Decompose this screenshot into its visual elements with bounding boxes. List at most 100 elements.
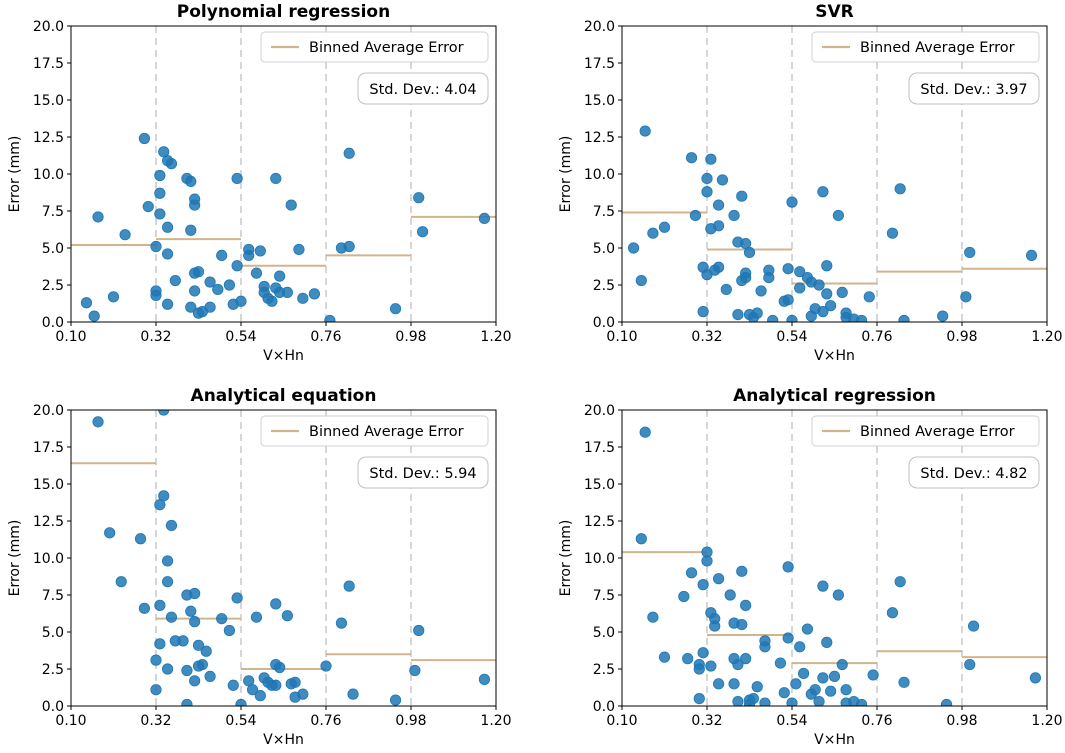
scatter-point bbox=[817, 186, 829, 198]
y-tick-label: 17.5 bbox=[584, 440, 615, 456]
scatter-point bbox=[658, 651, 671, 663]
scatter-points bbox=[92, 410, 491, 706]
y-tick-label: 5.0 bbox=[42, 241, 64, 257]
scatter-point bbox=[836, 658, 848, 671]
x-tick-label: 0.54 bbox=[225, 329, 256, 345]
legend-label: Binned Average Error bbox=[309, 40, 464, 56]
panel-polynomial-regression: 0.10 0.32 0.54 0.76 0.98 1.20 0.0 2.5 5.0 7.5 10.0… bbox=[7, 2, 512, 364]
std-dev-box bbox=[908, 456, 1040, 489]
scatter-point bbox=[639, 426, 651, 438]
scatter-point bbox=[886, 607, 899, 619]
scatter-point bbox=[254, 690, 266, 702]
y-tick-label: 17.5 bbox=[33, 440, 64, 456]
scatter-point bbox=[80, 297, 93, 309]
x-tick-label: 0.98 bbox=[395, 329, 426, 345]
scatter-point bbox=[107, 291, 120, 303]
y-tick-label: 10.0 bbox=[33, 551, 64, 567]
scatter-point bbox=[185, 175, 197, 187]
std-dev-label: Std. Dev.: 5.94 bbox=[369, 466, 476, 482]
legend-label: Binned Average Error bbox=[860, 40, 1015, 56]
scatter-point bbox=[740, 271, 752, 284]
scatter-point bbox=[855, 698, 868, 706]
scatter-point bbox=[185, 301, 197, 313]
scatter-point bbox=[960, 291, 972, 303]
y-tick-label: 15.0 bbox=[33, 93, 64, 109]
scatter-point bbox=[797, 667, 810, 680]
scatter-point bbox=[92, 211, 104, 223]
scatter-point bbox=[409, 664, 421, 677]
scatter-point bbox=[88, 310, 100, 322]
scatter-point bbox=[709, 620, 721, 632]
scatter-point bbox=[165, 519, 178, 532]
scatter-point bbox=[817, 672, 829, 684]
scatter-point bbox=[1025, 249, 1038, 261]
chart-title: Polynomial regression bbox=[177, 2, 390, 22]
x-axis-label: V×Hn bbox=[263, 348, 304, 364]
scatter-point bbox=[712, 261, 725, 273]
scatter-point bbox=[790, 678, 802, 690]
scatter-point bbox=[189, 675, 201, 687]
scatter-point bbox=[693, 663, 705, 675]
scatter-point bbox=[389, 694, 402, 706]
y-tick-label: 0.0 bbox=[42, 315, 64, 331]
scatter-point bbox=[204, 276, 216, 288]
scatter-point bbox=[231, 592, 243, 604]
scatter-point bbox=[154, 638, 166, 650]
scatter-point bbox=[898, 314, 910, 322]
scatter-point bbox=[243, 249, 255, 261]
scatter-point bbox=[647, 227, 659, 239]
panel-analytical-regression: 0.10 0.32 0.54 0.76 0.98 1.20 0.0 2.5 5.0 7.5 10.0… bbox=[558, 386, 1063, 748]
scatter-point bbox=[794, 266, 806, 278]
chart-title: Analytical regression bbox=[733, 386, 936, 406]
scatter-point bbox=[855, 314, 868, 322]
y-tick-label: 20.0 bbox=[584, 19, 615, 35]
scatter-point bbox=[732, 695, 744, 706]
y-tick-label: 17.5 bbox=[33, 56, 64, 72]
scatter-point bbox=[274, 270, 286, 282]
scatter-point bbox=[189, 199, 201, 211]
y-tick-label: 12.5 bbox=[584, 130, 615, 146]
scatter-point bbox=[297, 688, 309, 700]
x-tick-label: 0.76 bbox=[310, 329, 341, 345]
scatter-point bbox=[154, 169, 166, 182]
scatter-point bbox=[150, 289, 162, 301]
scatter-point bbox=[154, 599, 166, 611]
scatter-point bbox=[705, 660, 717, 672]
scatter-point bbox=[728, 678, 740, 690]
scatter-point bbox=[185, 224, 197, 236]
scatter-point bbox=[413, 192, 425, 204]
y-tick-label: 2.5 bbox=[593, 662, 615, 678]
scatter-point bbox=[154, 187, 166, 199]
scatter-point bbox=[254, 245, 266, 257]
y-tick-label: 7.5 bbox=[593, 204, 615, 220]
scatter-point bbox=[150, 654, 162, 666]
scatter-points bbox=[80, 132, 491, 322]
scatter-point bbox=[786, 196, 798, 208]
scatter-point bbox=[712, 573, 725, 585]
scatter-point bbox=[886, 227, 899, 239]
x-axis-label: V×Hn bbox=[814, 732, 855, 748]
legend-box bbox=[811, 415, 1040, 447]
scatter-point bbox=[782, 561, 794, 573]
scatter-point bbox=[751, 681, 763, 693]
scatter-point bbox=[246, 684, 259, 696]
scatter-point bbox=[158, 410, 170, 416]
legend-box bbox=[811, 31, 1040, 63]
x-tick-label: 0.76 bbox=[861, 329, 892, 345]
scatter-point bbox=[825, 685, 837, 697]
scatter-point bbox=[817, 580, 829, 592]
scatter-point bbox=[115, 576, 127, 588]
y-tick-label: 12.5 bbox=[33, 514, 64, 530]
scatter-point bbox=[266, 295, 278, 307]
scatter-point bbox=[712, 220, 725, 232]
scatter-point bbox=[1029, 672, 1042, 684]
y-tick-label: 0.0 bbox=[42, 699, 64, 715]
scatter-point bbox=[732, 658, 744, 671]
scatter-point bbox=[763, 271, 775, 284]
y-tick-label: 10.0 bbox=[584, 167, 615, 183]
x-tick-label: 1.20 bbox=[1031, 713, 1062, 729]
y-tick-label: 20.0 bbox=[584, 403, 615, 419]
scatter-point bbox=[200, 645, 212, 657]
scatter-point bbox=[701, 186, 713, 198]
scatter-point bbox=[289, 676, 301, 688]
